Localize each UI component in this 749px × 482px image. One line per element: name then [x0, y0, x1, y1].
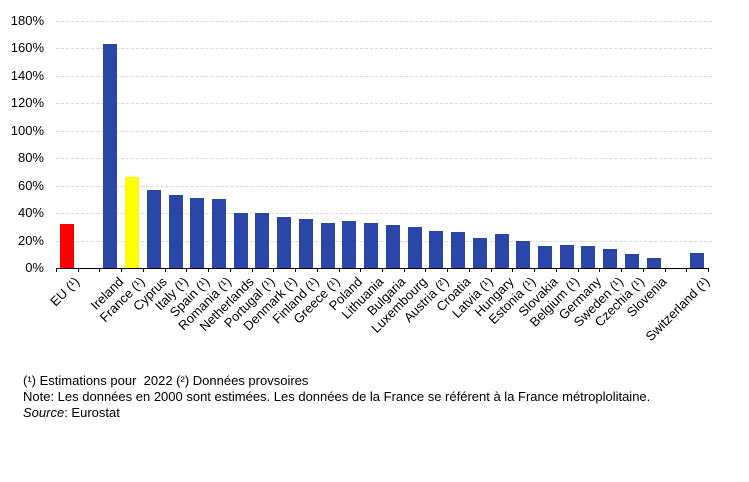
chart-bar: [212, 199, 226, 268]
chart-bar: [146, 189, 161, 268]
chart-bar: [407, 226, 422, 268]
axis-tick: [186, 268, 188, 272]
axis-tick: [490, 268, 492, 272]
chart-bar: [233, 213, 248, 268]
x-axis-label: EU (¹): [47, 274, 83, 310]
axis-tick: [316, 268, 318, 272]
footnote-estimations: (¹) Estimations pour 2022 (²) Données pr…: [23, 373, 309, 388]
axis-tick: [403, 268, 405, 272]
axis-tick: [56, 268, 57, 272]
axis-tick: [208, 268, 210, 272]
axis-tick: [664, 268, 666, 272]
gridline: [56, 213, 712, 215]
y-axis-label: 160%: [10, 40, 44, 56]
source-value: : Eurostat: [64, 405, 120, 420]
axis-tick: [251, 268, 253, 272]
y-axis-label: 180%: [10, 13, 44, 28]
axis-tick: [708, 268, 709, 272]
chart-bar: [494, 233, 509, 268]
footnotes: (¹) Estimations pour 2022 (²) Données pr…: [23, 373, 650, 421]
axis-tick: [599, 268, 601, 272]
chart-bar: [451, 232, 466, 268]
chart-bar: [59, 224, 74, 268]
axis-tick: [686, 268, 688, 272]
gridline: [56, 185, 712, 187]
footnote-source: Source: Eurostat: [23, 405, 650, 421]
axis-tick: [99, 268, 101, 272]
chart-bar: [364, 222, 379, 268]
chart-bar: [320, 222, 335, 268]
chart-bar: [168, 195, 183, 268]
axis-tick: [534, 268, 536, 272]
axis-tick: [468, 268, 470, 272]
chart-bar: [603, 248, 618, 268]
axis-tick: [77, 268, 79, 272]
chart-bar: [298, 218, 313, 268]
axis-tick: [273, 268, 275, 272]
axis-tick: [447, 268, 449, 272]
chart-bar: [125, 177, 140, 268]
gridline: [56, 75, 712, 77]
gridline: [56, 103, 712, 105]
gridline: [56, 48, 712, 50]
axis-tick: [425, 268, 427, 272]
footnote-note: Note: Les données en 2000 sont estimées.…: [23, 389, 651, 404]
gridline: [56, 130, 712, 132]
chart-bar: [429, 230, 444, 268]
axis-tick: [382, 268, 383, 272]
chart-bar: [538, 246, 552, 268]
axis-tick: [621, 268, 623, 272]
y-axis-label: 20%: [17, 232, 44, 248]
gridline: [56, 240, 712, 242]
chart-bar: [624, 254, 639, 268]
chart-bar: [581, 246, 596, 268]
axis-tick: [229, 268, 231, 272]
chart-bar: [103, 44, 118, 268]
axis-tick: [512, 268, 514, 272]
axis-tick: [295, 268, 297, 272]
bar-chart: 0% 20% 40% 60% 80% 100% 120% 140% 160% 180% EU (¹)…: [10, 13, 713, 344]
axis-tick: [577, 268, 579, 272]
y-axis-label: 140%: [10, 67, 44, 83]
axis-tick: [642, 268, 644, 272]
axis-tick: [121, 268, 123, 272]
y-axis-label: 40%: [17, 205, 44, 221]
chart-bar: [646, 258, 661, 268]
y-axis-label: 0%: [25, 260, 44, 275]
source-label: Source: [23, 405, 65, 420]
axis-tick: [360, 268, 362, 272]
chart-bar: [690, 252, 705, 268]
chart-bar: [559, 244, 574, 268]
axis-tick: [338, 268, 340, 272]
axis-tick: [142, 268, 144, 272]
chart-bar: [255, 213, 270, 268]
gridline: [56, 158, 712, 160]
axis-tick: [164, 268, 166, 272]
chart-bar: [277, 217, 292, 268]
chart-bar: [190, 198, 205, 268]
y-axis-label: 60%: [17, 177, 44, 193]
chart-bar: [516, 240, 531, 268]
y-axis-label: 80%: [17, 150, 44, 166]
gridline: [56, 21, 712, 22]
chart-bar: [472, 237, 487, 268]
chart-bar: [385, 225, 400, 268]
y-axis-label: 120%: [10, 95, 44, 111]
axis-tick: [555, 268, 557, 272]
y-axis-label: 100%: [10, 122, 44, 138]
chart-bar: [342, 221, 357, 268]
